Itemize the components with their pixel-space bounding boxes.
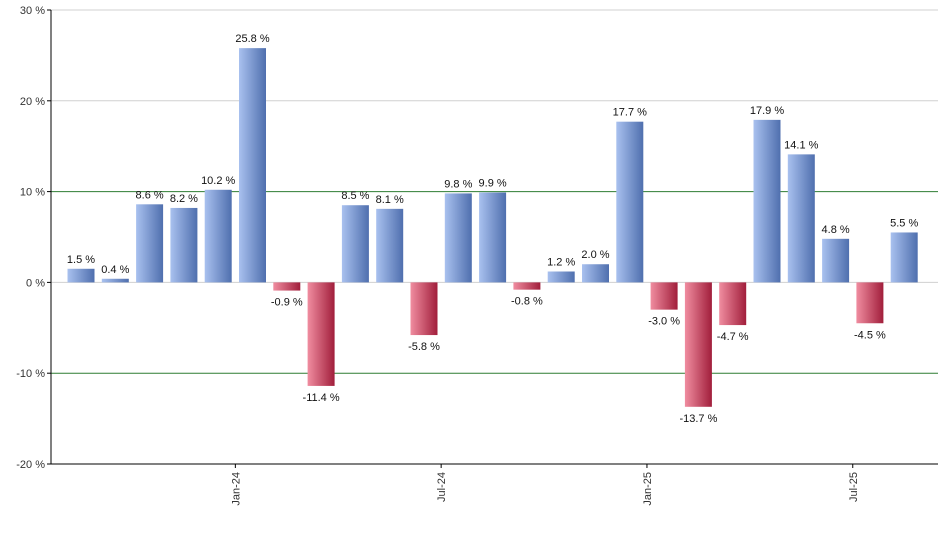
bar-data-label: -0.9 % <box>271 297 303 309</box>
x-tick-label: Jan-24 <box>230 472 242 506</box>
bar <box>101 278 129 283</box>
bar-data-label: 8.6 % <box>136 189 164 201</box>
y-tick-label: 20 % <box>20 96 45 108</box>
bar <box>204 189 232 283</box>
bar-data-label: -4.5 % <box>854 329 886 341</box>
bar <box>239 48 266 283</box>
bar-data-label: 8.1 % <box>376 194 404 206</box>
bar <box>444 193 472 283</box>
bar-data-label: -3.0 % <box>648 316 680 328</box>
y-tick-label: 10 % <box>20 187 45 199</box>
bar <box>616 121 644 283</box>
bar <box>410 282 438 336</box>
bar-data-label: 1.2 % <box>547 257 575 269</box>
data-labels: 1.5 % 0.4 % 8.6 % 8.2 %10.2 % 25.8 % -0.9 % -1… <box>67 33 919 425</box>
bar <box>719 282 747 326</box>
bar-data-label: 9.8 % <box>444 178 472 190</box>
bar-data-label: -5.8 % <box>408 341 440 353</box>
bar-data-label: 4.8 % <box>822 224 850 236</box>
bar <box>650 282 678 310</box>
y-tick-label: -20 % <box>16 459 45 471</box>
bar-data-label: -13.7 % <box>679 413 717 425</box>
bar <box>376 208 404 283</box>
bar <box>684 282 712 407</box>
bar-data-label: 8.5 % <box>341 190 369 202</box>
x-tick-label: Jan-25 <box>642 472 654 506</box>
bar <box>787 154 815 283</box>
bar-data-label: 2.0 % <box>581 249 609 261</box>
y-tick-label: 0 % <box>26 277 45 289</box>
bar-data-label: 25.8 % <box>235 33 269 45</box>
x-tick-label: Jul-24 <box>436 472 448 502</box>
bar <box>547 271 575 283</box>
bars <box>67 48 918 407</box>
bar-data-label: 0.4 % <box>101 264 129 276</box>
bar <box>67 268 95 283</box>
bar-data-label: -11.4 % <box>303 392 340 404</box>
y-tick-label: -10 % <box>16 368 45 380</box>
bar <box>170 207 198 283</box>
bar <box>890 232 918 283</box>
bar <box>341 205 369 283</box>
bar <box>513 282 541 290</box>
bar-data-label: -0.8 % <box>511 296 543 308</box>
bar <box>136 204 164 283</box>
bar-data-label: -4.7 % <box>717 331 749 343</box>
bar-data-label: 1.5 % <box>67 254 95 266</box>
bar-data-label: 8.2 % <box>170 193 198 205</box>
bar <box>307 282 335 386</box>
bar <box>856 282 884 324</box>
bar <box>479 192 507 283</box>
bar <box>753 119 781 283</box>
bar-data-label: 14.1 % <box>784 139 818 151</box>
x-tick-label: Jul-25 <box>848 472 860 502</box>
bar <box>582 264 609 283</box>
bar-data-label: 10.2 % <box>201 175 235 187</box>
bar-data-label: 17.9 % <box>750 105 784 117</box>
bar <box>822 238 850 283</box>
bar-data-label: 17.7 % <box>613 107 647 119</box>
axes: -20 % -10 % 0 % 10 % 20 % 30 % Jan-24 Jul-24 Jan… <box>16 5 938 506</box>
bar <box>273 282 301 291</box>
bar-data-label: 5.5 % <box>890 217 918 229</box>
y-tick-label: 30 % <box>20 5 45 17</box>
bar-data-label: 9.9 % <box>479 178 507 190</box>
